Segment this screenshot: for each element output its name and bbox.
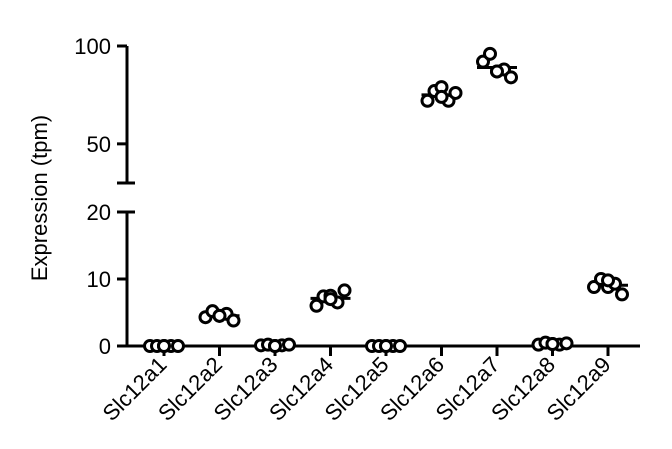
data-point — [379, 339, 393, 353]
data-point — [559, 336, 574, 351]
data-point — [282, 337, 296, 352]
data-point — [483, 46, 497, 61]
data-point — [323, 292, 338, 307]
data-point — [337, 283, 352, 298]
data-point — [490, 64, 504, 79]
labels: 0102050100Slc12a1Slc12a2Slc12a3Slc12a4Sl… — [74, 34, 615, 426]
y-tick-label: 10 — [87, 267, 111, 292]
data-point — [545, 336, 560, 351]
y-tick-label: 100 — [74, 34, 111, 59]
data-point — [268, 339, 282, 353]
data-point — [157, 339, 171, 353]
data-point — [434, 89, 449, 104]
data-point — [393, 339, 407, 353]
data-point — [448, 85, 463, 100]
data-point — [420, 93, 435, 108]
data-point — [615, 287, 629, 302]
y-tick-label: 50 — [87, 132, 111, 157]
y-tick-label: 20 — [87, 200, 111, 225]
data-point — [226, 313, 241, 328]
data-point — [171, 339, 185, 353]
marks — [143, 46, 629, 353]
y-tick-label: 0 — [99, 334, 111, 359]
data-point — [309, 298, 324, 313]
data-point — [601, 273, 615, 288]
axes — [117, 44, 640, 356]
data-point — [212, 308, 227, 323]
data-point — [504, 70, 518, 85]
y-axis-label: Expression (tpm) — [27, 115, 52, 281]
